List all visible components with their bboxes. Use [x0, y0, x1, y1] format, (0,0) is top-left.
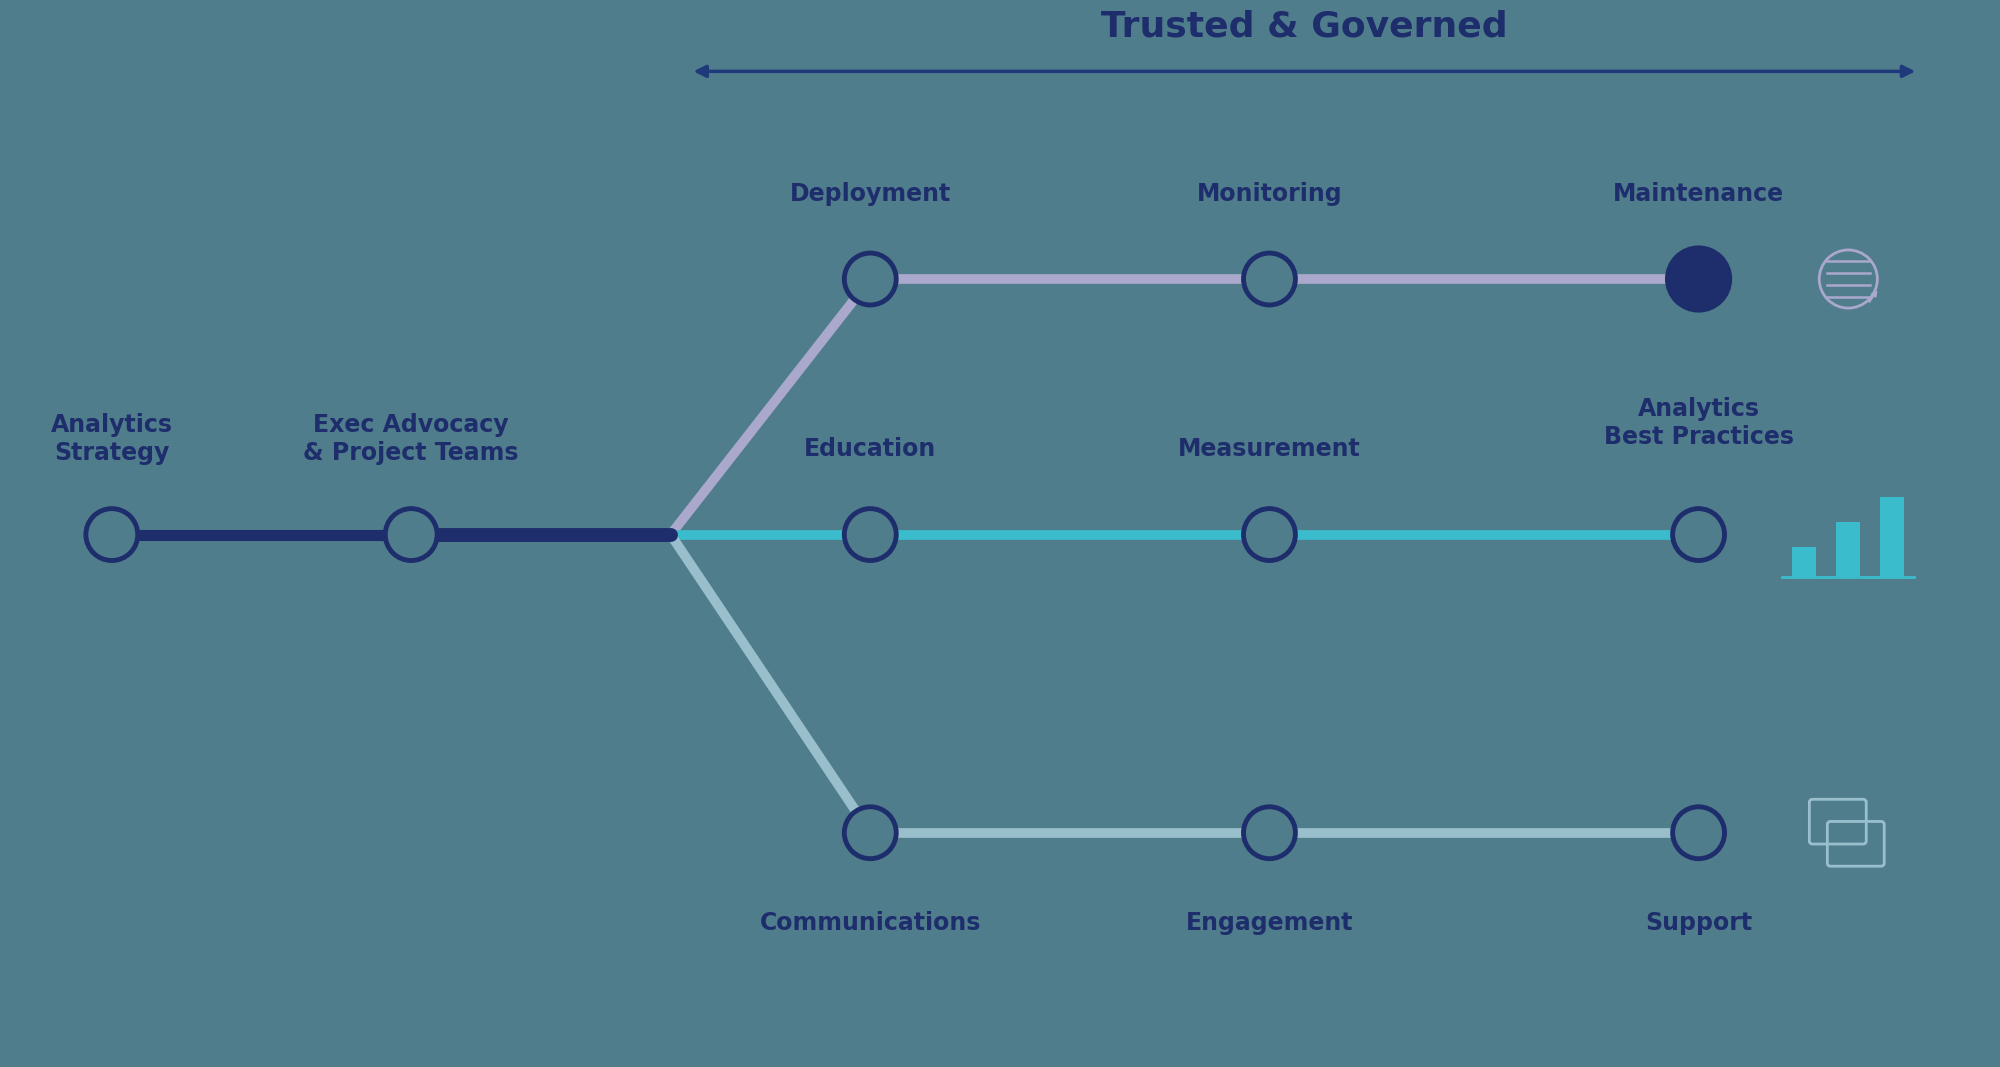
- Bar: [1836, 522, 1860, 577]
- Text: Communications: Communications: [760, 911, 980, 936]
- FancyArrowPatch shape: [698, 66, 1912, 77]
- Text: Analytics
Best Practices: Analytics Best Practices: [1604, 397, 1794, 448]
- Circle shape: [844, 253, 896, 305]
- Circle shape: [386, 509, 438, 560]
- Text: Engagement: Engagement: [1186, 911, 1354, 936]
- Circle shape: [844, 807, 896, 859]
- Circle shape: [844, 509, 896, 560]
- Text: Trusted & Governed: Trusted & Governed: [1102, 10, 1508, 44]
- Text: Maintenance: Maintenance: [1614, 181, 1784, 206]
- Circle shape: [86, 509, 138, 560]
- Circle shape: [1672, 807, 1724, 859]
- Bar: [1880, 497, 1904, 577]
- Text: Measurement: Measurement: [1178, 437, 1360, 461]
- Text: Monitoring: Monitoring: [1196, 181, 1342, 206]
- Text: Exec Advocacy
& Project Teams: Exec Advocacy & Project Teams: [304, 413, 518, 464]
- Circle shape: [1244, 807, 1296, 859]
- Bar: [1792, 547, 1816, 577]
- Circle shape: [1668, 248, 1730, 310]
- Circle shape: [1244, 509, 1296, 560]
- Text: Deployment: Deployment: [790, 181, 950, 206]
- Circle shape: [1244, 253, 1296, 305]
- Text: Analytics
Strategy: Analytics Strategy: [50, 413, 172, 464]
- Text: Support: Support: [1646, 911, 1752, 936]
- FancyArrowPatch shape: [1870, 291, 1876, 302]
- Text: Education: Education: [804, 437, 936, 461]
- Circle shape: [1672, 509, 1724, 560]
